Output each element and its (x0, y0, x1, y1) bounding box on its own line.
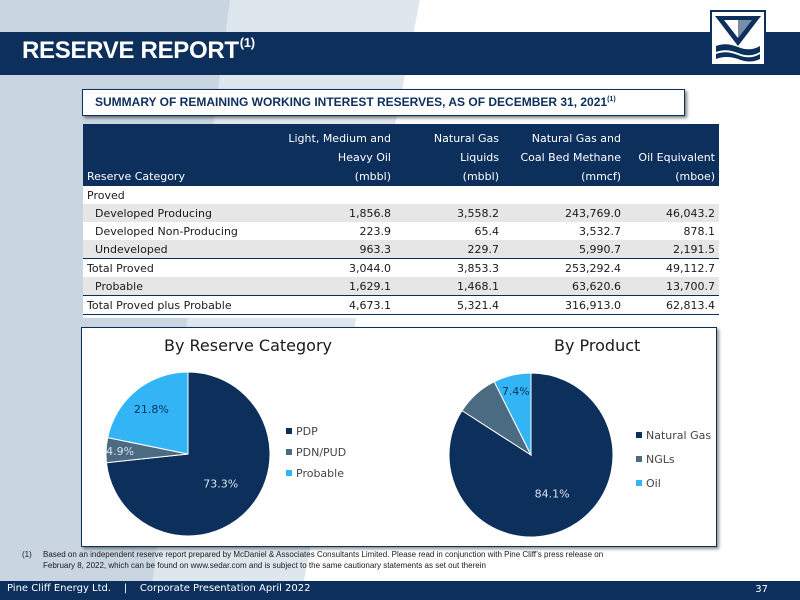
slide-title: RESERVE REPORT(1) (22, 35, 255, 64)
footnote-number: (1) (22, 550, 32, 559)
company-logo (710, 10, 766, 66)
table-header-row: Reserve Category Light, Medium and Heavy … (83, 124, 719, 186)
charts-panel: By Reserve Category By Product 73.3% 4.9%… (81, 327, 717, 547)
header-ngl: Natural Gas Liquids (mbbl) (433, 132, 499, 183)
table-row: Proved (87, 188, 125, 202)
chart-title-reserve-category: By Reserve Category (164, 336, 333, 355)
table-row: Developed Non-Producing 223.9 65.4 3,532… (95, 224, 715, 238)
legend-item-natural-gas: Natural Gas (636, 429, 711, 442)
legend-item-oil: Oil (636, 477, 661, 490)
subtitle-box: SUMMARY OF REMAINING WORKING INTEREST RE… (82, 89, 685, 116)
pie-data-label: 73.3% (203, 477, 238, 490)
footnote-text: Based on an independent reserve report p… (43, 550, 604, 570)
title-footnote-mark: (1) (239, 35, 255, 50)
pie-data-label: 4.9% (106, 445, 134, 458)
pie-slice-oil (493, 372, 532, 456)
chart-title-product: By Product (554, 336, 641, 355)
title-bar (0, 32, 800, 75)
pie-data-label: 84.1% (535, 488, 570, 501)
legend-item-ngls: NGLs (636, 453, 675, 466)
subtitle: SUMMARY OF REMAINING WORKING INTEREST RE… (95, 95, 616, 109)
header-reserve-category: Reserve Category (87, 170, 185, 183)
table-row-total-proved: Total Proved 3,044.0 3,853.3 253,292.4 4… (83, 258, 719, 277)
table-row-total-proved-plus-probable: Total Proved plus Probable 4,673.1 5,321… (83, 295, 719, 315)
header-oil: Light, Medium and Heavy Oil (mbbl) (288, 132, 391, 183)
footer-bar (0, 581, 800, 600)
pie-data-label: 21.8% (134, 403, 169, 416)
footer-text: Pine Cliff Energy Ltd. | Corporate Prese… (7, 583, 311, 594)
legend-item-probable: Probable (286, 467, 344, 480)
reserves-table-container: Reserve Category Light, Medium and Heavy … (83, 124, 719, 318)
pie-chart-reserve-category: 73.3% 4.9% 21.8% 84.1% 8.5%7.4% (105, 371, 614, 538)
header-gas: Natural Gas and Coal Bed Methane (mmcf) (520, 132, 621, 183)
legend-item-pdp: PDP (286, 425, 318, 438)
pie-data-label: 8.5% (473, 400, 501, 413)
subtitle-footnote-mark: (1) (607, 96, 616, 103)
pie-slice-probable (107, 371, 189, 455)
page-number: 37 (755, 584, 768, 595)
table-row: Probable 1,629.1 1,468.1 63,620.6 13,700… (83, 277, 719, 296)
table-row: Undeveloped 963.3 229.7 5,990.7 2,191.5 (83, 240, 719, 259)
header-boe: Oil Equivalent (mboe) (638, 151, 715, 183)
reserves-table: Reserve Category Light, Medium and Heavy … (83, 124, 719, 315)
legend-item-pdn-pud: PDN/PUD (286, 446, 346, 459)
table-row: Developed Producing 1,856.8 3,558.2 243,… (83, 204, 719, 222)
pie-data-label: 7.4% (502, 385, 530, 398)
